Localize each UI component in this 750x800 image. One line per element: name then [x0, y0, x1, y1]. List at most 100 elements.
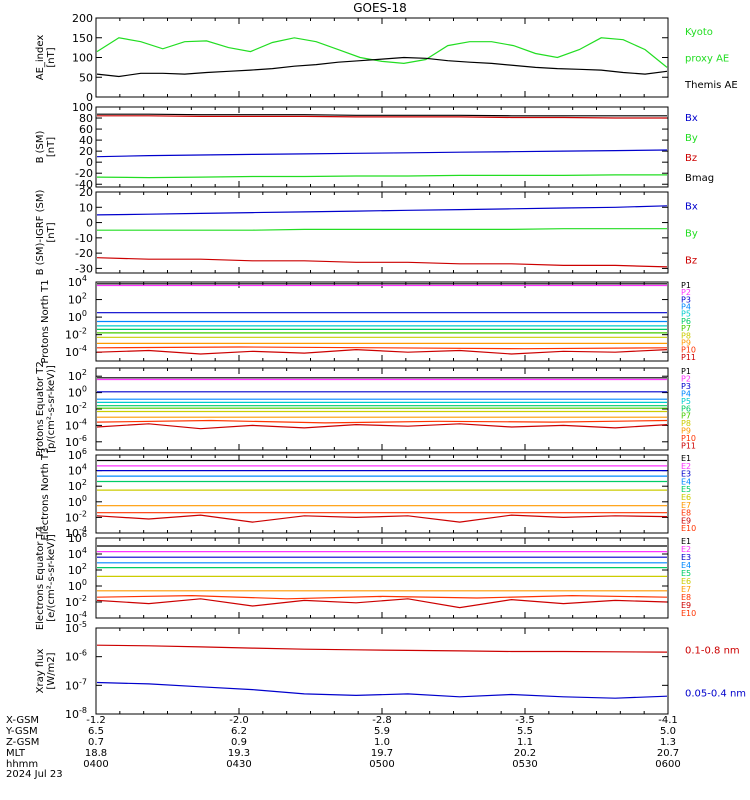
x-axis-value: 1.3 [660, 737, 676, 748]
y-tick-label: 0 [86, 217, 93, 230]
y-tick-label: 50 [79, 71, 93, 84]
y-tick-label: 10-4 [65, 417, 87, 432]
x-axis-row-label: 2024 Jul 23 [6, 769, 63, 780]
y-tick-label: 100 [72, 101, 93, 114]
legend-label: P7 [681, 412, 691, 421]
y-tick-label: -20 [75, 247, 93, 260]
legend-label: P1 [681, 281, 691, 290]
y-axis-label: Protons Equator T2 [p/(cm²-s-sr-keV)] [35, 361, 57, 457]
y-axis-label-line: [nT] [46, 137, 57, 157]
series-line-e8 [96, 594, 668, 600]
y-axis-label-line: Protons North T1 [40, 279, 51, 363]
x-axis-value: -2.8 [372, 715, 392, 726]
y-axis-label: B (SM) [nT] [35, 130, 57, 163]
legend-label: E4 [681, 561, 691, 570]
x-axis-value: -2.0 [229, 715, 249, 726]
y-tick-label: -10 [75, 232, 93, 245]
y-tick-label: 100 [72, 52, 93, 65]
legend-label: P2 [681, 374, 691, 383]
y-axis-label: Protons North T1 [40, 279, 51, 363]
y-tick-label: 20 [79, 186, 93, 199]
y-axis-label: B (SM)-IGRF (SM) [nT] [35, 190, 57, 276]
x-axis-value: 6.5 [88, 726, 104, 737]
panel-frame [95, 17, 669, 98]
y-axis-label-line: [nT] [46, 47, 57, 67]
x-axis-value: 20.7 [657, 748, 679, 759]
y-tick-label: 0 [86, 156, 93, 169]
series-line-p11 [96, 348, 668, 355]
series-line-by [96, 174, 667, 179]
legend-label: P8 [681, 419, 691, 428]
x-axis-value: 19.3 [228, 748, 250, 759]
legend-label: 0.1-0.8 nm [685, 646, 740, 657]
y-tick-label: 80 [79, 112, 93, 125]
y-tick-label: 10-4 [65, 610, 87, 625]
legend-label: E2 [681, 462, 691, 471]
legend-label: P6 [681, 317, 691, 326]
series-line-e9 [96, 598, 668, 609]
legend-label: E6 [681, 577, 691, 586]
x-axis-row-label: hhmm [6, 759, 38, 770]
legend-label: E4 [681, 477, 691, 486]
legend-label: E6 [681, 493, 691, 502]
y-tick-label: 102 [68, 562, 87, 577]
y-axis-label-line: Xray flux [35, 649, 46, 694]
legend-label: Bx [685, 202, 698, 213]
y-tick-label: 104 [68, 274, 87, 289]
y-axis-label: Electrons Equator T4 [e/(cm²-s-sr-keV)] [35, 526, 57, 630]
y-tick-label: 106 [68, 530, 87, 545]
series-line-e9 [96, 514, 668, 523]
legend-label: Kyoto [685, 27, 713, 38]
x-axis-value: 19.7 [371, 748, 393, 759]
y-tick-label: 102 [68, 478, 87, 493]
x-axis-row-label: Z-GSM [6, 737, 39, 748]
legend-label: E7 [681, 501, 691, 510]
y-axis-label: Electrons North T3 [40, 447, 51, 540]
legend-label: P10 [681, 346, 696, 355]
legend-label: Bmag [685, 173, 714, 184]
y-tick-label: 10-8 [65, 706, 87, 721]
y-tick-label: 10-6 [65, 649, 87, 664]
x-axis-value: 0400 [83, 759, 108, 770]
x-axis-value: -1.2 [86, 715, 106, 726]
y-axis-label-line: B (SM)-IGRF (SM) [35, 190, 46, 276]
x-axis-value: 20.2 [514, 748, 536, 759]
y-tick-label: 102 [68, 292, 87, 307]
x-axis-value: -4.1 [658, 715, 678, 726]
series-line-bx [96, 205, 668, 216]
x-axis-value: 0.7 [88, 737, 104, 748]
x-axis-row-label: MLT [6, 748, 26, 759]
panel-frame [95, 627, 669, 715]
x-axis-value: 6.2 [231, 726, 247, 737]
y-tick-label: 100 [68, 494, 87, 509]
x-axis-value: 5.0 [660, 726, 676, 737]
legend-label: proxy AE [685, 54, 729, 65]
y-tick-label: 10-2 [65, 327, 87, 342]
y-axis-label-line: [nT] [46, 222, 57, 242]
series-line-themis-ae [96, 56, 668, 78]
y-axis-label-line: [W/m2] [46, 652, 57, 689]
x-axis-row-label: Y-GSM [5, 726, 38, 737]
series-line-p10 [96, 346, 668, 350]
y-tick-label: 10-5 [65, 620, 87, 635]
legend-label: E2 [681, 545, 691, 554]
y-axis-label-line: B (SM) [35, 130, 46, 163]
legend-label: P3 [681, 295, 691, 304]
y-tick-label: 104 [68, 463, 87, 478]
series-line-0-1-0-8-nm [96, 644, 668, 653]
legend-label: E5 [681, 485, 691, 494]
y-tick-label: 100 [68, 309, 87, 324]
y-axis-label-line: Electrons North T3 [40, 447, 51, 540]
x-axis-value: 0600 [655, 759, 680, 770]
x-axis-value: 1.0 [374, 737, 390, 748]
legend-label: E3 [681, 470, 691, 479]
legend-label: P1 [681, 367, 691, 376]
legend-label: P8 [681, 331, 691, 340]
series-line-p11 [96, 423, 668, 430]
y-tick-label: 102 [68, 368, 87, 383]
y-tick-label: 150 [72, 32, 93, 45]
y-axis-label-line: AE_index [35, 35, 46, 81]
legend-label: P3 [681, 382, 691, 391]
y-tick-label: 40 [79, 134, 93, 147]
